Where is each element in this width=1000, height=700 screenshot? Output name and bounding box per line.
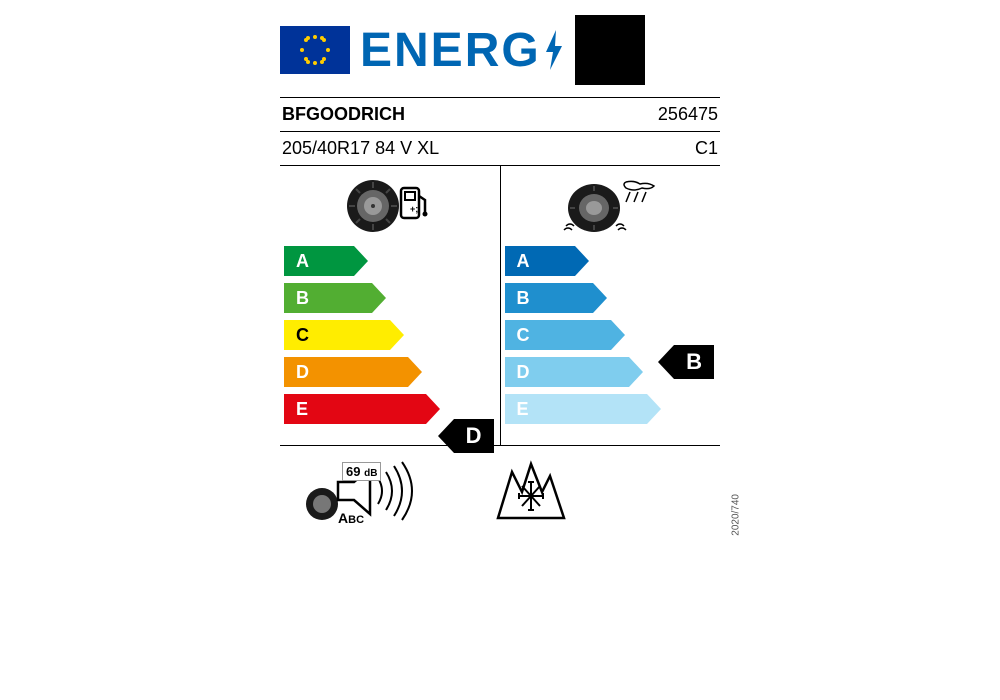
product-row-1: BFGOODRICH 256475 <box>280 97 720 131</box>
noise-value-badge: 69 dB <box>342 462 381 481</box>
fuel-efficiency-panel: +; ABCDE D <box>280 166 500 445</box>
energy-wordmark: ENERG <box>360 23 565 78</box>
rating-bar-label: A <box>296 251 309 272</box>
eu-flag-icon <box>280 26 350 74</box>
rating-bar-label: C <box>517 325 530 346</box>
rating-bar-label: E <box>296 399 308 420</box>
rating-bar-label: A <box>517 251 530 272</box>
noise-db-value: 69 <box>346 464 360 479</box>
label-header: ENERG <box>280 15 720 85</box>
product-row-2: 205/40R17 84 V XL C1 <box>280 131 720 165</box>
rating-bar-label: B <box>517 288 530 309</box>
rating-panels: +; ABCDE D ABCDE <box>280 165 720 445</box>
product-code: 256475 <box>658 104 718 125</box>
wet-rating-badge: B <box>674 345 714 379</box>
rating-bar-label: C <box>296 325 309 346</box>
bottom-section: 69 dB ABC 2020/740 <box>280 445 720 524</box>
wet-grip-tire-icon <box>560 178 660 234</box>
noise-db-unit: dB <box>364 468 377 479</box>
rating-bar-label: B <box>296 288 309 309</box>
bolt-icon <box>543 30 565 70</box>
wet-grip-panel: ABCDE B <box>500 166 721 445</box>
noise-class-letters: ABC <box>338 510 364 526</box>
rating-bar-label: E <box>517 399 529 420</box>
wet-rating-scale: ABCDE <box>505 246 717 424</box>
tyre-class: C1 <box>695 138 718 159</box>
energy-text: ENERG <box>360 23 541 78</box>
noise-class-rest: BC <box>348 514 364 526</box>
fuel-rating-scale: ABCDE <box>284 246 496 424</box>
qr-code-icon <box>575 15 645 85</box>
rating-bar-label: D <box>296 362 309 383</box>
svg-text:+;: +; <box>410 204 418 214</box>
fuel-tire-icon: +; <box>345 178 435 234</box>
noise-block: 69 dB ABC <box>304 458 434 524</box>
wet-rating-value: B <box>686 349 702 375</box>
regulation-text: 2020/740 <box>731 494 742 536</box>
rating-bar-label: D <box>517 362 530 383</box>
snow-mountain-icon <box>494 458 568 524</box>
noise-class-bold: A <box>338 510 348 526</box>
tyre-size: 205/40R17 84 V XL <box>282 138 439 159</box>
brand-name: BFGOODRICH <box>282 104 405 125</box>
